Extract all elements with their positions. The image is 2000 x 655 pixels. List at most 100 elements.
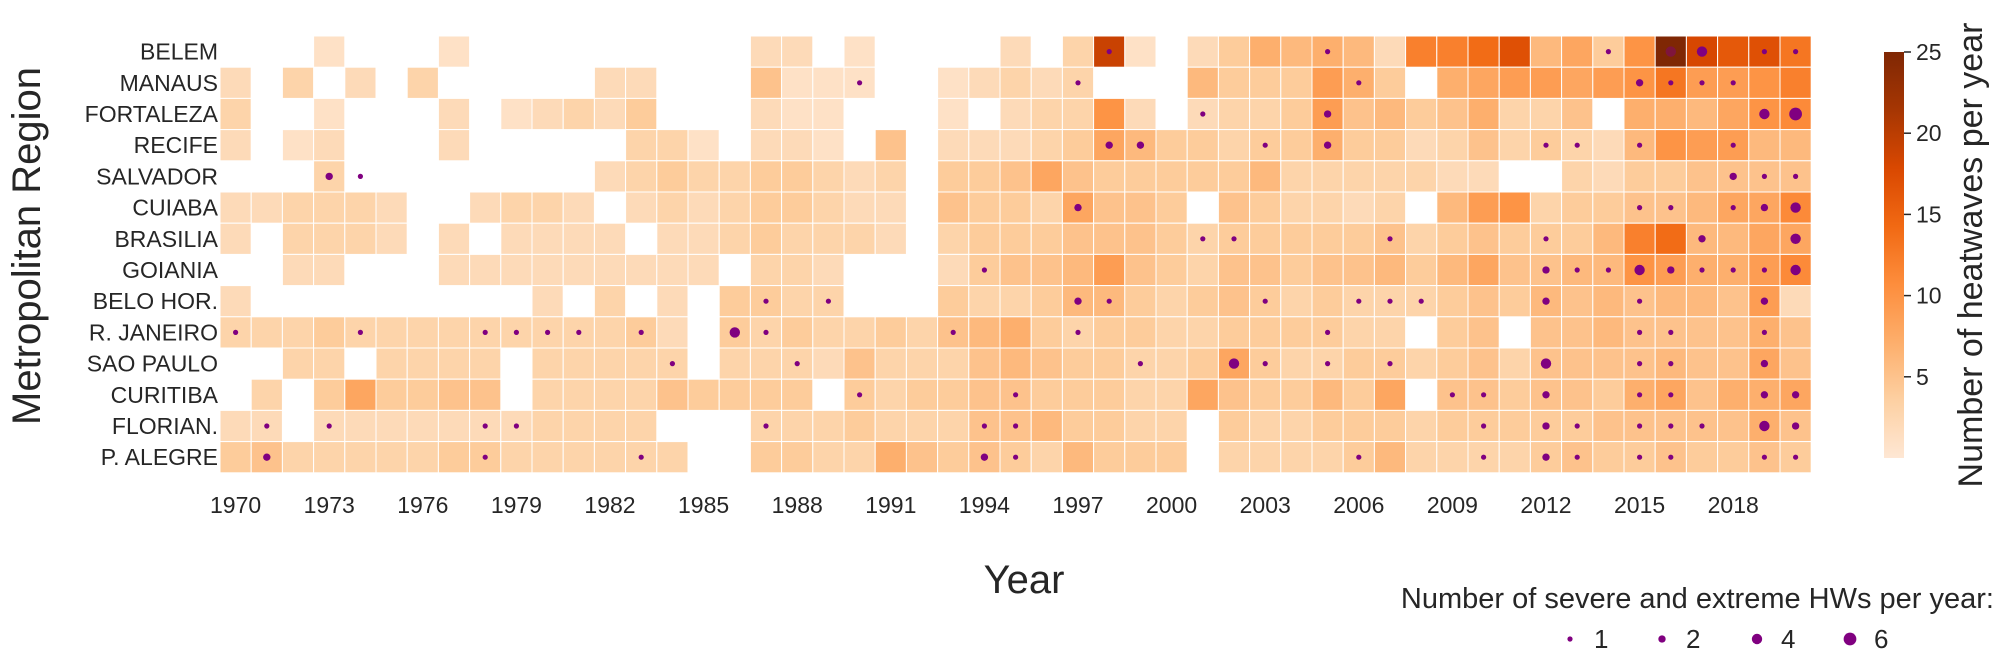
heatmap-cell — [1405, 409, 1438, 443]
severe-hw-marker — [1790, 233, 1801, 244]
heatmap-cell — [344, 441, 377, 474]
heatmap-cell — [1748, 66, 1781, 99]
heatmap-cell — [1529, 35, 1563, 68]
heatmap-cell — [437, 222, 471, 255]
heatmap-cell — [1280, 441, 1313, 474]
heatmap-cell — [281, 347, 315, 380]
heatmap-cell — [718, 160, 751, 193]
heatmap-cell — [1280, 66, 1313, 99]
heatmap-cell — [843, 409, 876, 443]
size-legend-marker — [1751, 633, 1763, 645]
severe-hw-marker — [1543, 142, 1549, 148]
heatmap-cell — [1155, 378, 1188, 411]
heatmap-cell — [656, 285, 689, 318]
heatmap-cell — [1061, 129, 1095, 162]
heatmap-cell — [687, 160, 720, 193]
size-legend-title: Number of severe and extreme HWs per yea… — [1401, 583, 1994, 615]
colorbar-tick-label: 5 — [1916, 364, 1929, 390]
heatmap-cell — [1124, 253, 1157, 287]
severe-hw-marker — [1074, 297, 1082, 305]
heatmap-cell — [1717, 347, 1750, 380]
heatmap-cell — [843, 35, 876, 68]
severe-hw-marker — [1075, 80, 1081, 86]
heatmap-cell — [531, 441, 564, 474]
heatmap-cell — [437, 35, 471, 68]
heatmap-cell — [749, 191, 783, 224]
heatmap-cell — [1061, 160, 1095, 193]
heatmap-cell — [1030, 378, 1063, 411]
heatmap-cell — [1124, 222, 1157, 255]
heatmap-cell — [1405, 253, 1438, 287]
heatmap-cell — [1155, 409, 1188, 443]
heatmap-cell — [1124, 378, 1157, 411]
heatmap-cell — [1342, 191, 1375, 224]
severe-hw-marker — [638, 454, 644, 460]
heatmap-cell — [500, 253, 533, 287]
heatmap-cell — [1217, 378, 1251, 411]
heatmap-cell — [437, 129, 471, 162]
heatmap-cell — [1467, 347, 1500, 380]
heatmap-cell — [1436, 222, 1469, 255]
severe-hw-marker — [1481, 454, 1487, 460]
heatmap-cell — [781, 253, 814, 287]
heatmap-cell — [1030, 253, 1063, 287]
heatmap-cell — [1373, 66, 1407, 99]
heatmap-cell — [406, 441, 439, 474]
severe-hw-marker — [1790, 264, 1801, 276]
severe-hw-marker — [325, 172, 333, 181]
heatmap-cell — [1093, 316, 1126, 349]
heatmap-cell — [1249, 66, 1282, 99]
heatmap-cell — [656, 253, 689, 287]
heatmap-cell — [781, 409, 814, 443]
severe-hw-marker — [981, 423, 988, 429]
heatmap-cell — [874, 316, 907, 349]
heatmap-cell — [1623, 35, 1656, 68]
heatmap-cell — [1529, 191, 1563, 224]
heatmap-cell — [1436, 191, 1469, 224]
severe-hw-marker — [950, 329, 956, 335]
severe-hw-marker — [1668, 361, 1674, 367]
heatmap-cell — [1654, 129, 1687, 162]
heatmap-cell — [375, 378, 408, 411]
heatmap-cell — [1592, 378, 1625, 411]
severe-hw-markers — [233, 46, 1802, 461]
heatmap-cell — [1405, 160, 1438, 193]
heatmap-cell — [937, 129, 970, 162]
heatmap-cell — [749, 253, 783, 287]
heatmap-cell — [1280, 129, 1313, 162]
severe-hw-marker — [1761, 329, 1767, 335]
heatmap-cell — [531, 409, 564, 443]
heatmap-cell — [1436, 441, 1469, 474]
heatmap-cell — [1311, 441, 1344, 474]
severe-hw-marker — [1729, 172, 1737, 181]
colorbar-ticks: 5 10 15 20 25 — [1904, 39, 1942, 390]
severe-hw-marker — [1793, 454, 1799, 460]
heatmap-cell — [1717, 35, 1750, 68]
y-tick-label: BELEM — [140, 39, 218, 65]
heatmap-cell — [313, 191, 346, 224]
heatmap-cell — [781, 35, 814, 68]
heatmap-cell — [1093, 191, 1126, 224]
heatmap-cell — [1779, 160, 1812, 193]
heatmap-cell — [905, 378, 939, 411]
y-axis-title: Metropolitan Region — [5, 67, 49, 425]
severe-hw-marker — [1481, 423, 1487, 429]
heatmap-cell — [375, 191, 408, 224]
severe-hw-marker — [1574, 454, 1580, 460]
heatmap-cell — [1342, 35, 1375, 68]
x-tick-label: 1976 — [397, 492, 448, 518]
heatmap-cell — [1592, 285, 1625, 318]
heatmap-cell — [531, 97, 564, 131]
heatmap-cell — [999, 191, 1032, 224]
heatmap-cell — [1498, 35, 1531, 68]
severe-hw-marker — [729, 327, 740, 338]
heatmap-cell — [1093, 347, 1126, 380]
severe-hw-marker — [1387, 236, 1393, 242]
heatmap-cell — [1467, 66, 1500, 99]
heatmap-cell — [1592, 409, 1625, 443]
heatmap-cell — [1436, 316, 1469, 349]
heatmap-cell — [313, 129, 346, 162]
severe-hw-marker — [1668, 423, 1674, 429]
size-legend-label: 2 — [1686, 624, 1700, 654]
heatmap-cell — [1249, 35, 1282, 68]
